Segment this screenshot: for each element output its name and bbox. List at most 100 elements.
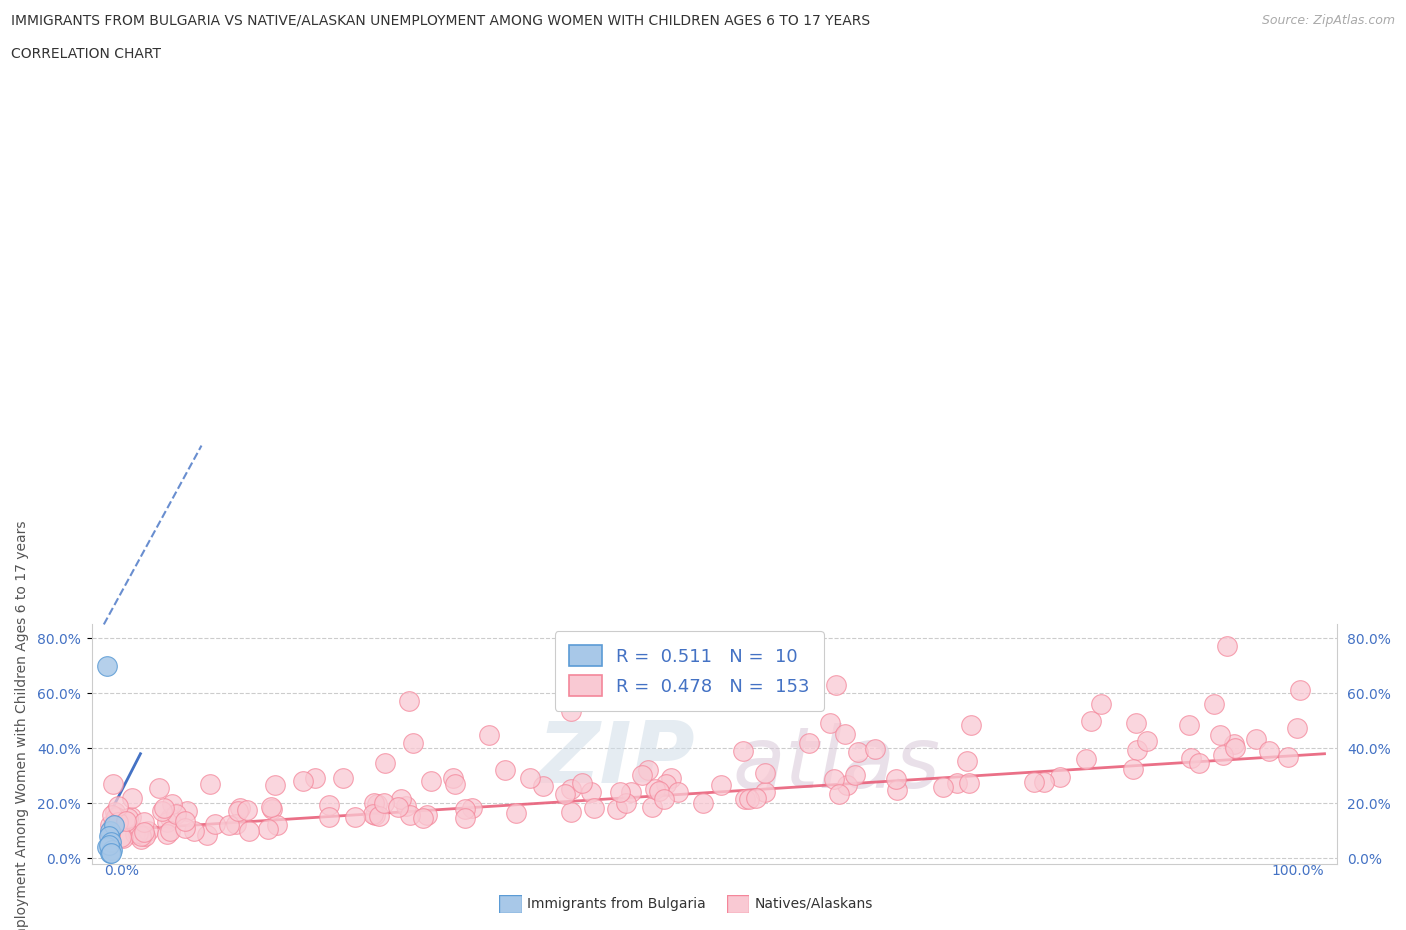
Point <box>763 685 786 700</box>
Text: IMMIGRANTS FROM BULGARIA VS NATIVE/ALASKAN UNEMPLOYMENT AMONG WOMEN WITH CHILDRE: IMMIGRANTS FROM BULGARIA VS NATIVE/ALASK… <box>11 14 870 28</box>
Point <box>98 845 121 860</box>
Point <box>519 771 541 786</box>
Point <box>226 804 249 818</box>
Point <box>733 744 755 759</box>
Point <box>1080 714 1102 729</box>
Point <box>159 824 181 839</box>
Point <box>412 811 434 826</box>
Point <box>107 815 129 830</box>
Text: Immigrants from Bulgaria: Immigrants from Bulgaria <box>527 897 706 911</box>
Point <box>148 781 170 796</box>
Point <box>105 810 128 825</box>
Point <box>1180 751 1202 765</box>
Point <box>176 804 198 818</box>
Point <box>332 770 354 785</box>
Point <box>823 772 845 787</box>
Point <box>156 826 179 841</box>
Point <box>238 823 260 838</box>
Point <box>262 802 284 817</box>
Point <box>828 787 851 802</box>
Point <box>120 810 142 825</box>
Point <box>835 777 858 792</box>
Point <box>100 845 122 860</box>
Point <box>560 782 582 797</box>
Text: atlas: atlas <box>733 724 941 806</box>
Point <box>100 834 122 849</box>
Point <box>647 784 669 799</box>
Point <box>387 799 409 814</box>
Point <box>1125 715 1147 730</box>
Point <box>692 796 714 811</box>
Point <box>1090 697 1112 711</box>
Point <box>863 741 886 756</box>
Point <box>366 797 388 812</box>
Point <box>844 767 866 782</box>
Point <box>257 821 280 836</box>
Point <box>1024 775 1046 790</box>
Point <box>101 808 124 823</box>
Point <box>416 808 439 823</box>
Point <box>198 777 221 791</box>
Point <box>734 791 756 806</box>
Point <box>1122 762 1144 777</box>
Point <box>363 795 385 810</box>
Point <box>1244 732 1267 747</box>
Point <box>104 805 127 820</box>
Point <box>637 763 659 777</box>
Point <box>96 840 118 855</box>
Point <box>932 779 955 794</box>
Point <box>1033 775 1056 790</box>
Point <box>165 806 187 821</box>
Point <box>1216 639 1239 654</box>
Text: Natives/Alaskans: Natives/Alaskans <box>755 897 873 911</box>
Point <box>129 828 152 843</box>
Point <box>606 802 628 817</box>
Point <box>654 776 676 790</box>
Point <box>640 799 662 814</box>
Text: CORRELATION CHART: CORRELATION CHART <box>11 46 162 60</box>
Point <box>304 771 326 786</box>
Point <box>395 799 418 814</box>
Point <box>121 790 143 805</box>
Point <box>389 792 412 807</box>
Point <box>98 825 121 840</box>
Point <box>754 766 776 781</box>
Point <box>886 782 908 797</box>
Point <box>1212 748 1234 763</box>
Point <box>127 826 149 841</box>
Text: 100.0%: 100.0% <box>1272 864 1324 878</box>
Text: 0.0%: 0.0% <box>104 864 139 878</box>
Point <box>132 815 155 830</box>
Y-axis label: Unemployment Among Women with Children Ages 6 to 17 years: Unemployment Among Women with Children A… <box>15 521 30 930</box>
Point <box>159 810 181 825</box>
Point <box>134 825 156 840</box>
Point <box>153 801 176 816</box>
Point <box>1074 751 1097 766</box>
Point <box>1049 770 1071 785</box>
Point <box>1126 743 1149 758</box>
Point <box>754 785 776 800</box>
Point <box>666 784 689 799</box>
Point <box>134 829 156 844</box>
Point <box>609 785 631 800</box>
Point <box>454 811 477 826</box>
Point <box>398 694 420 709</box>
Point <box>848 745 870 760</box>
Point <box>97 829 120 844</box>
Point <box>266 817 288 832</box>
Point <box>582 801 605 816</box>
Point <box>560 804 582 819</box>
Point <box>318 798 340 813</box>
Point <box>129 828 152 843</box>
Text: ZIP: ZIP <box>537 718 696 801</box>
Point <box>97 837 120 852</box>
Point <box>738 791 761 806</box>
Point <box>259 800 281 815</box>
Point <box>959 776 981 790</box>
Point <box>136 823 159 838</box>
Point <box>98 823 121 838</box>
Point <box>1204 697 1226 711</box>
Point <box>1177 717 1199 732</box>
Point <box>554 786 576 801</box>
Point <box>1285 721 1308 736</box>
